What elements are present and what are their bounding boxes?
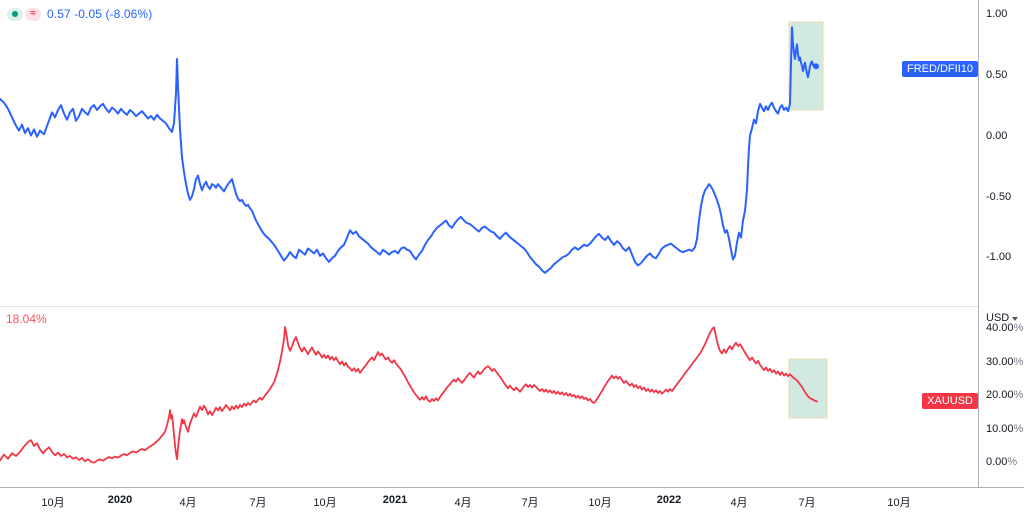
price-tick-label: 0.00	[986, 130, 1008, 142]
time-tick-label: 10月	[313, 497, 337, 509]
time-tick-label: 2021	[382, 494, 408, 506]
bottom-series-price-label: XAUUSD	[922, 393, 978, 409]
price-pane-top[interactable]: ≈ 0.57 -0.05 (-8.06%) FRED/DFII10	[0, 0, 978, 306]
time-axis-labels: 10月 2020 4月 7月 10月 2021 4月 7月 10月 2022 4月 7月 10月	[0, 488, 978, 514]
time-tick-label: 7月	[249, 497, 267, 509]
price-tick-label: -0.50	[986, 191, 1012, 203]
top-legend-change-text: 0.57 -0.05 (-8.06%)	[47, 7, 153, 21]
bottom-legend-change-text: 18.04%	[6, 312, 47, 326]
price-tick-label: 0.50	[986, 69, 1008, 81]
price-tick-label: 0.00%	[986, 456, 1018, 468]
top-pane-legend: ≈ 0.57 -0.05 (-8.06%)	[7, 7, 152, 21]
market-status-icon[interactable]	[7, 7, 23, 21]
highlight-region[interactable]	[788, 358, 828, 419]
legend-status-pills: ≈	[7, 7, 41, 21]
time-tick-label: 10月	[887, 497, 911, 509]
price-tick-label: -1.00	[986, 251, 1012, 263]
price-tick-label: 1.00	[986, 8, 1008, 20]
last-value-marker	[813, 63, 819, 70]
green-dot-icon	[12, 11, 18, 17]
time-tick-label: 7月	[521, 497, 539, 509]
time-tick-label: 7月	[798, 497, 816, 509]
currency-selector[interactable]: USD	[986, 312, 1019, 324]
chevron-down-icon	[1012, 316, 1019, 321]
time-tick-label: 10月	[588, 497, 612, 509]
time-tick-label: 4月	[179, 497, 197, 509]
time-tick-label: 4月	[730, 497, 748, 509]
top-series-price-label: FRED/DFII10	[901, 61, 978, 77]
currency-label: USD	[986, 312, 1010, 324]
time-tick-label: 2022	[656, 494, 682, 506]
time-tick-label: 10月	[41, 497, 65, 509]
price-pane-bottom[interactable]: 18.04% XAUUSD TV	[0, 306, 978, 487]
FRED/DFII10-series-line[interactable]	[0, 26, 817, 274]
price-tick-label: 30.00%	[986, 356, 1024, 368]
time-tick-label: 4月	[454, 497, 472, 509]
approx-values-icon[interactable]: ≈	[25, 7, 41, 21]
XAUUSD-series-line[interactable]	[0, 326, 818, 464]
top-pane-plot[interactable]	[0, 0, 978, 306]
price-tick-label: 40.00%	[986, 322, 1024, 334]
price-tick-label: 10.00%	[986, 423, 1024, 435]
time-axis[interactable]: 10月 2020 4月 7月 10月 2021 4月 7月 10月 2022 4月 7月 10月	[0, 487, 1024, 514]
bottom-pane-plot[interactable]	[0, 306, 978, 487]
price-tick-label: 20.00%	[986, 389, 1024, 401]
price-axis[interactable]: USD 1.00 0.50 0.00 -0.50 -1.00 40.00% 30.00% 20…	[978, 0, 1024, 514]
pane-divider[interactable]	[0, 306, 1024, 307]
time-tick-label: 2020	[107, 494, 133, 506]
